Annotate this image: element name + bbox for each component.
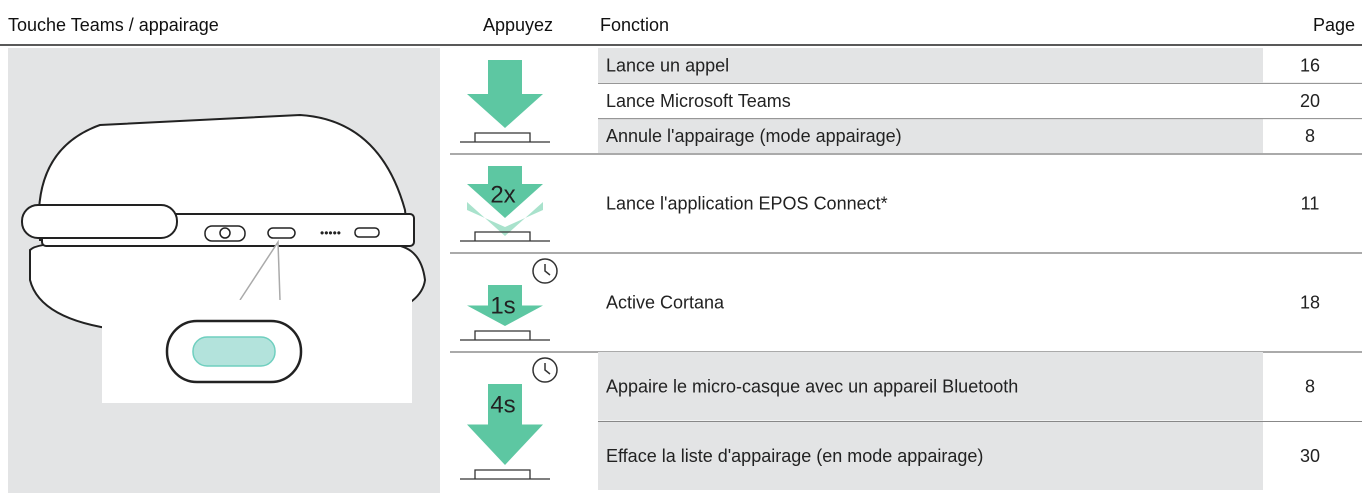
- press-label: 2x: [490, 181, 515, 208]
- header-press: Appuyez: [483, 15, 553, 35]
- page-number: 11: [1301, 193, 1320, 213]
- page-number: 8: [1305, 126, 1315, 146]
- arrow-shaft: [488, 384, 522, 425]
- dots: •••••: [320, 226, 341, 240]
- page-number: 16: [1300, 55, 1320, 75]
- button-symbol: [460, 132, 550, 143]
- function: Lance l'application EPOS Connect*: [606, 193, 888, 213]
- function-bg: [598, 421, 1263, 490]
- press-label: 1s: [490, 292, 515, 319]
- function: Lance Microsoft Teams: [606, 91, 791, 111]
- function-bg: [598, 352, 1263, 421]
- arrow-head: [467, 94, 543, 128]
- page-number: 18: [1300, 292, 1320, 312]
- button-symbol: [460, 469, 550, 480]
- arrow-shaft: [488, 285, 522, 306]
- page-number: 30: [1300, 446, 1320, 466]
- page-number: 8: [1305, 377, 1315, 397]
- button-symbol: [460, 231, 550, 242]
- press-label: 4s: [490, 391, 515, 418]
- function: Appaire le micro-casque avec un appareil…: [606, 377, 1018, 397]
- page-number: 20: [1300, 91, 1320, 111]
- clock-hands: [544, 363, 551, 375]
- function: Active Cortana: [606, 292, 725, 312]
- header-page: Page: [1313, 15, 1355, 35]
- function: Annule l'appairage (mode appairage): [606, 126, 902, 146]
- function-bg: [598, 118, 1263, 153]
- arrow-head: [467, 305, 543, 326]
- arrow-shaft: [488, 166, 522, 188]
- arrow-shaft: [488, 60, 522, 94]
- arrow-head: [467, 424, 543, 465]
- button-symbol: [460, 330, 550, 341]
- arrow-head: [467, 184, 543, 218]
- headset-illustration: •••••: [8, 48, 440, 493]
- header-button: Touche Teams / appairage: [8, 15, 219, 35]
- function: Lance un appel: [606, 55, 729, 75]
- header-function: Fonction: [600, 15, 669, 35]
- arrow-head-2: [467, 202, 543, 236]
- clock-hands: [544, 264, 551, 276]
- function-bg: [598, 48, 1263, 83]
- function: Efface la liste d'appairage (en mode app…: [606, 446, 983, 466]
